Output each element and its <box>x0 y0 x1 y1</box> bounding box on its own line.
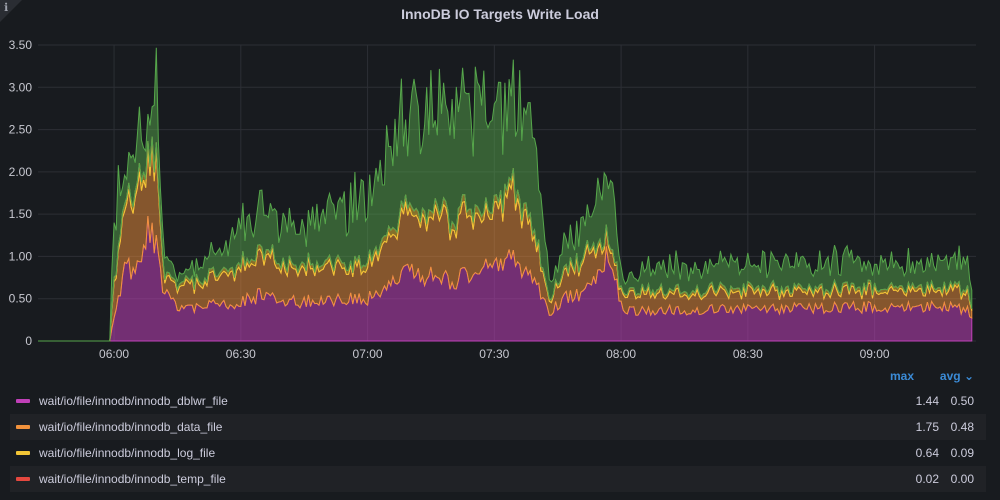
y-tick-label: 2.00 <box>9 165 33 179</box>
x-tick-label: 06:00 <box>99 347 129 360</box>
y-tick-label: 1.50 <box>9 207 33 221</box>
legend-max-value: 0.64 <box>915 446 939 460</box>
legend-series-name: wait/io/file/innodb/innodb_log_file <box>39 446 216 460</box>
legend-avg-value: 0.48 <box>950 420 974 434</box>
panel-title: InnoDB IO Targets Write Load <box>401 6 599 22</box>
legend-max-value: 0.02 <box>915 472 939 486</box>
y-tick-label: 3.50 <box>9 38 33 52</box>
panel-info-corner[interactable] <box>0 0 22 22</box>
legend-row[interactable]: wait/io/file/innodb/innodb_dblwr_file 1.… <box>10 388 986 414</box>
x-tick-label: 07:00 <box>353 347 383 360</box>
x-tick-label: 06:30 <box>226 347 256 360</box>
legend-swatch <box>16 477 30 481</box>
y-tick-label: 0 <box>25 334 32 348</box>
x-axis: 06:00 06:30 07:00 07:30 08:00 08:30 09:00 <box>99 347 890 360</box>
chart-area: 0 0.50 1.00 1.50 2.00 2.50 3.00 3.50 06:00 06:30… <box>9 38 976 360</box>
legend-swatch <box>16 451 30 455</box>
x-tick-label: 08:00 <box>606 347 636 360</box>
chart-series-areas <box>38 47 973 342</box>
legend-avg-value: 0.50 <box>950 394 974 408</box>
x-tick-label: 07:30 <box>479 347 509 360</box>
legend-row[interactable]: wait/io/file/innodb/innodb_log_file 0.64… <box>10 440 986 466</box>
x-tick-label: 08:30 <box>733 347 763 360</box>
legend-swatch <box>16 399 30 403</box>
legend-max-value: 1.75 <box>915 420 939 434</box>
x-tick-label: 09:00 <box>860 347 890 360</box>
legend-row[interactable]: wait/io/file/innodb/innodb_temp_file 0.0… <box>10 466 986 492</box>
legend-swatch <box>16 425 30 429</box>
legend-series-name: wait/io/file/innodb/innodb_data_file <box>39 420 223 434</box>
legend-avg-value: 0.00 <box>950 472 974 486</box>
legend-sort-avg-label: avg <box>939 369 961 383</box>
y-tick-label: 1.00 <box>9 249 33 263</box>
info-icon[interactable]: ℹ <box>4 2 9 14</box>
legend-sort-max[interactable]: max <box>889 369 914 383</box>
legend-series-name: wait/io/file/innodb/innodb_dblwr_file <box>39 394 228 408</box>
series-area <box>38 47 973 342</box>
legend-max-value: 1.44 <box>915 394 939 408</box>
y-tick-label: 2.50 <box>9 123 33 137</box>
legend-sort-avg[interactable]: avg ⌄ <box>940 369 974 383</box>
y-tick-label: 0.50 <box>9 292 33 306</box>
chevron-down-icon: ⌄ <box>963 369 974 383</box>
y-axis: 0 0.50 1.00 1.50 2.00 2.50 3.00 3.50 <box>9 38 33 348</box>
legend-avg-value: 0.09 <box>950 446 974 460</box>
legend-row[interactable]: wait/io/file/innodb/innodb_data_file 1.7… <box>10 414 986 440</box>
legend-series-name: wait/io/file/innodb/innodb_temp_file <box>39 472 226 486</box>
y-tick-label: 3.00 <box>9 80 33 94</box>
